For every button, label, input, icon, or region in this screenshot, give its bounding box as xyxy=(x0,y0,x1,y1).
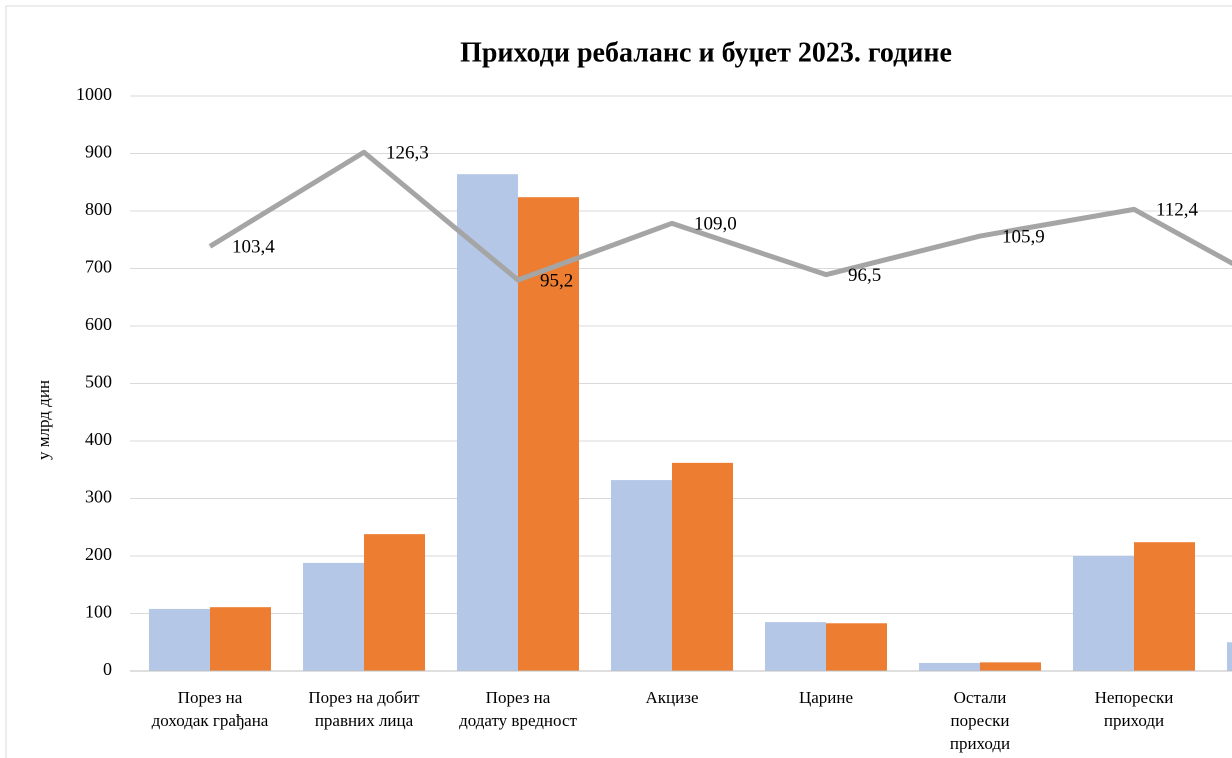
bar xyxy=(826,623,887,671)
y-tick-label: 400 xyxy=(85,429,112,449)
line xyxy=(208,149,1232,283)
data-label: 126,3 xyxy=(386,143,429,164)
y-axis-label: у млрд дин xyxy=(34,380,53,460)
bar xyxy=(765,622,826,671)
bar xyxy=(149,608,210,671)
x-tick-label: Остали порески приходи xyxy=(949,688,1011,753)
y-tick-label: 900 xyxy=(85,142,112,162)
x-tick-label: Порез на додату вредност xyxy=(459,688,577,730)
bar xyxy=(210,607,271,671)
x-tick-label: Акцизе xyxy=(645,688,699,707)
bar xyxy=(1134,542,1195,671)
data-label: 96,5 xyxy=(848,265,881,286)
bar xyxy=(980,662,1041,671)
bar xyxy=(457,174,518,671)
x-tick-label: Порез на добит правних лица xyxy=(308,688,420,730)
data-label: 112,4 xyxy=(1156,200,1199,221)
x-tick-label: Порез на доходак грађана xyxy=(151,688,269,730)
bar xyxy=(672,462,733,671)
y-tick-label: 200 xyxy=(85,544,112,564)
data-label: 105,9 xyxy=(1002,226,1045,247)
data-label: 95,2 xyxy=(540,270,573,291)
bar xyxy=(1073,556,1134,671)
y-tick-label: 100 xyxy=(85,602,112,622)
data-label: 109,0 xyxy=(694,214,737,235)
y-tick-label: 600 xyxy=(85,314,112,334)
chart-title: Приходи ребаланс и буџет 2023. године xyxy=(460,37,952,68)
bar xyxy=(364,534,425,671)
y-tick-label: 0 xyxy=(103,659,112,679)
y-tick-label: 700 xyxy=(85,257,112,277)
y-tick-label: 1000 xyxy=(76,84,112,104)
bar xyxy=(611,480,672,671)
chart-frame xyxy=(5,5,1232,758)
x-tick-label: Непорески приходи xyxy=(1094,688,1174,730)
y-tick-label: 300 xyxy=(85,487,112,507)
y-tick-label: 800 xyxy=(85,199,112,219)
bar xyxy=(919,662,980,671)
bar xyxy=(303,562,364,671)
x-tick-label: Царине xyxy=(798,688,854,707)
y-tick-label: 500 xyxy=(85,372,112,392)
bar xyxy=(1227,642,1232,671)
data-label: 103,4 xyxy=(232,237,275,258)
